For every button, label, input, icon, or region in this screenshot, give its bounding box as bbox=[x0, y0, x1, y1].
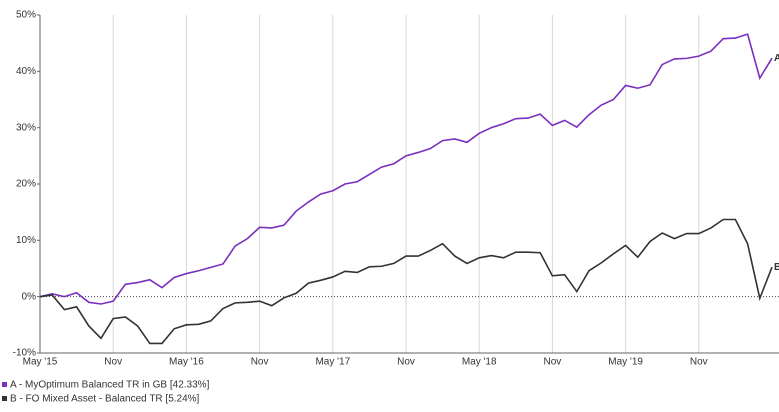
series-line bbox=[39, 33, 773, 305]
x-tick-label: Nov bbox=[690, 357, 708, 368]
y-tick-label: 40% bbox=[16, 66, 36, 77]
end-marker: B bbox=[774, 262, 779, 273]
series-line bbox=[39, 218, 773, 345]
legend-swatch bbox=[2, 382, 7, 387]
x-tick-label: May '19 bbox=[608, 357, 643, 368]
x-tick-label: Nov bbox=[544, 357, 562, 368]
x-tick-label: May '15 bbox=[23, 357, 58, 368]
y-tick-label: 30% bbox=[16, 122, 36, 133]
legend-label: B - FO Mixed Asset - Balanced TR [5.24%] bbox=[10, 394, 200, 405]
end-marker: A bbox=[774, 53, 779, 64]
legend-label: A - MyOptimum Balanced TR in GB [42.33%] bbox=[10, 380, 210, 391]
x-tick-label: Nov bbox=[104, 357, 122, 368]
y-tick-label: 50% bbox=[16, 10, 36, 21]
x-tick-label: May '17 bbox=[315, 357, 350, 368]
x-tick-label: May '16 bbox=[169, 357, 204, 368]
y-tick-label: 10% bbox=[16, 235, 36, 246]
legend-swatch bbox=[2, 396, 7, 401]
y-tick-label: -10% bbox=[13, 348, 36, 359]
y-tick-label: 20% bbox=[16, 179, 36, 190]
x-tick-label: Nov bbox=[251, 357, 269, 368]
x-tick-label: Nov bbox=[397, 357, 415, 368]
y-tick-label: 0% bbox=[22, 291, 37, 302]
x-tick-label: May '18 bbox=[462, 357, 497, 368]
